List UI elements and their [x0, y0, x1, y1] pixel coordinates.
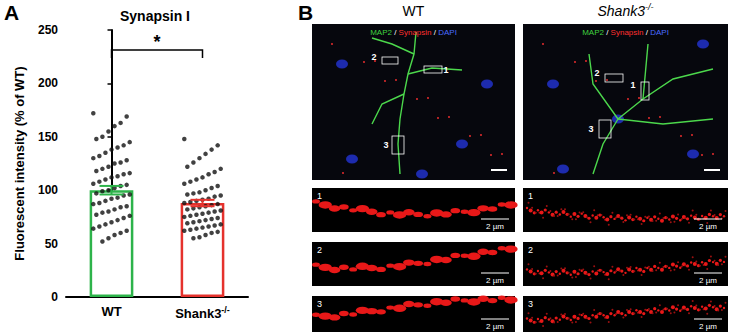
svg-text:MAP2 / Synapsin / DAPI: MAP2 / Synapsin / DAPI [370, 28, 457, 37]
svg-text:Shank3-/-: Shank3-/- [598, 2, 654, 19]
svg-text:2 µm: 2 µm [486, 276, 504, 285]
svg-text:50: 50 [45, 237, 59, 251]
svg-text:150: 150 [38, 130, 58, 144]
svg-text:1: 1 [317, 191, 322, 201]
svg-text:3: 3 [383, 140, 388, 150]
svg-text:2 µm: 2 µm [486, 222, 504, 231]
svg-text:3: 3 [588, 124, 593, 134]
html-text:A: A [4, 1, 20, 24]
svg-text:1: 1 [443, 65, 448, 75]
svg-text:3: 3 [317, 299, 322, 309]
svg-text:MAP2 / Synapsin / DAPI: MAP2 / Synapsin / DAPI [582, 28, 669, 37]
svg-text:WT: WT [403, 3, 425, 19]
svg-text:*: * [153, 32, 160, 52]
svg-text:1: 1 [630, 80, 635, 90]
svg-text:2 µm: 2 µm [486, 322, 504, 331]
svg-text:100: 100 [38, 183, 58, 197]
svg-text:2: 2 [371, 52, 376, 62]
svg-text:2 µm: 2 µm [699, 276, 717, 285]
svg-text:200: 200 [38, 76, 58, 90]
svg-text:0: 0 [51, 290, 58, 304]
svg-text:250: 250 [38, 23, 58, 37]
svg-text:2 µm: 2 µm [699, 322, 717, 331]
svg-text:Synapsin I: Synapsin I [120, 8, 190, 24]
svg-text:3: 3 [528, 299, 533, 309]
svg-text:Shank3: Shank3 [175, 306, 221, 321]
svg-text:2: 2 [317, 245, 322, 255]
html-text:B: B [298, 1, 314, 24]
svg-text:Fluorescent intensity (% of WT: Fluorescent intensity (% of WT) [12, 66, 27, 260]
svg-text:2 µm: 2 µm [699, 222, 717, 231]
svg-text:WT: WT [101, 304, 121, 319]
svg-text:1: 1 [528, 191, 533, 201]
svg-text:2: 2 [594, 68, 599, 78]
svg-text:2: 2 [528, 245, 533, 255]
svg-text:-/-: -/- [221, 305, 230, 315]
